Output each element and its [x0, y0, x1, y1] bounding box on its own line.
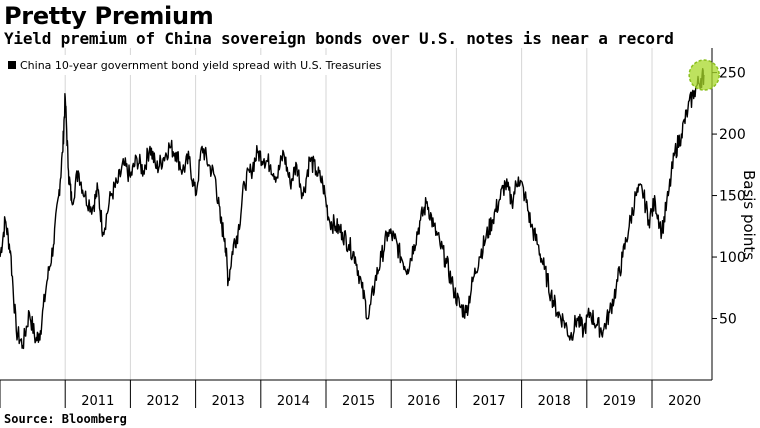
x-tick-label: 2013: [212, 394, 245, 409]
x-tick-label: 2019: [603, 394, 636, 409]
x-tick-label: 2011: [81, 394, 114, 409]
source-note: Source: Bloomberg: [4, 412, 127, 426]
y-tick-label: 100: [719, 250, 746, 266]
series-line: [0, 68, 705, 350]
x-tick-label: 2012: [146, 394, 179, 409]
gridlines: [64, 48, 653, 380]
x-ticks: 2011 2012 2013 2014 2015 2016 2017 2018 2019 2020: [0, 380, 701, 409]
y-tick-label: 50: [719, 312, 737, 328]
x-tick-label: 2017: [472, 394, 505, 409]
x-tick-label: 2015: [342, 394, 375, 409]
x-tick-label: 2020: [668, 394, 701, 409]
chart-subtitle: Yield premium of China sovereign bonds o…: [4, 29, 674, 48]
y-axis-label: Basis points: [740, 170, 758, 260]
y-tick-label: 250: [719, 66, 746, 82]
record-highlight-marker: [688, 59, 720, 91]
x-tick-label: 2016: [407, 394, 440, 409]
legend-swatch: [8, 61, 16, 69]
legend: China 10-year government bond yield spre…: [3, 55, 382, 75]
y-tick-label: 150: [719, 189, 746, 205]
x-tick-label: 2014: [277, 394, 310, 409]
legend-box: [3, 55, 368, 75]
x-tick-label: 2018: [538, 394, 571, 409]
axes: [0, 48, 713, 381]
legend-label: China 10-year government bond yield spre…: [20, 59, 382, 72]
chart-title: Pretty Premium: [4, 2, 214, 30]
y-tick-label: 200: [719, 127, 746, 143]
